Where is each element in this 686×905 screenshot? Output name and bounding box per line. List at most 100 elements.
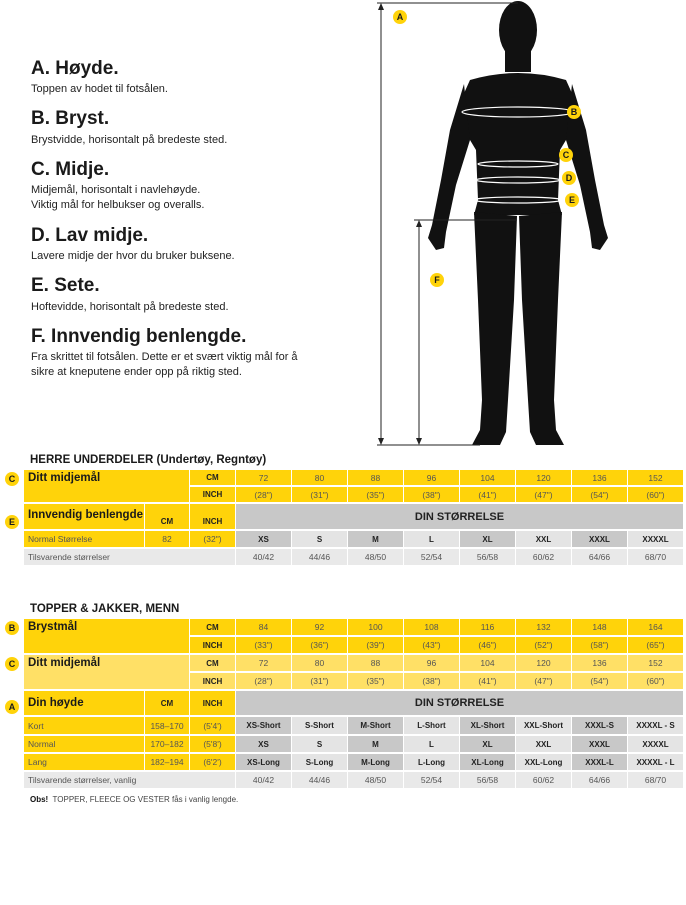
- bottoms-badge-c: C: [5, 472, 19, 486]
- equivalent-cell: 60/62: [516, 549, 572, 567]
- equivalent-cell: 52/54: [404, 549, 460, 567]
- equivalent-label: Tilsvarende størrelser, vanlig: [24, 772, 236, 790]
- footnote-bold: Obs!: [30, 795, 49, 804]
- waist-label: Ditt midjemål: [24, 655, 190, 691]
- row-label: Normal Størrelse: [24, 531, 145, 549]
- equivalent-cell: 48/50: [348, 772, 404, 790]
- size-cell: L-Long: [404, 754, 460, 772]
- waist-inch-cell: (35"): [348, 673, 404, 691]
- size-cell: XXXL-L: [572, 754, 628, 772]
- inch-label: INCH: [190, 487, 236, 504]
- size-cell: XL: [460, 736, 516, 754]
- waist-inch-cell: (47"): [516, 673, 572, 691]
- footnote: Obs! TOPPER, FLEECE OG VESTER fås i vanl…: [30, 795, 238, 804]
- waist-inch-cell: (54"): [572, 673, 628, 691]
- size-cell: XS-Long: [236, 754, 292, 772]
- chest-inch-cell: (52"): [516, 637, 572, 655]
- inch-label: INCH: [190, 691, 236, 717]
- chest-cm-cell: 108: [404, 619, 460, 637]
- measure-desc-waist: Midjemål, horisontalt i navlehøyde. Vikt…: [31, 184, 205, 211]
- tops-badge-b: B: [5, 621, 19, 635]
- waist-label: Ditt midjemål: [24, 470, 190, 504]
- waist-cm-cell: 136: [572, 470, 628, 487]
- chest-inch-cell: (46"): [460, 637, 516, 655]
- equivalent-cell: 64/66: [572, 772, 628, 790]
- chest-cm-cell: 148: [572, 619, 628, 637]
- figure-label-f: F: [430, 273, 444, 287]
- figure-label-d: D: [562, 171, 576, 185]
- measure-desc-low-waist: Lavere midje der hvor du bruker buksene.: [31, 250, 235, 262]
- size-cell: XXL-Short: [516, 717, 572, 736]
- equivalent-cell: 40/42: [236, 549, 292, 567]
- equivalent-label: Tilsvarende størrelser: [24, 549, 236, 567]
- measure-desc-inseam: Fra skrittet til fotsålen. Dette er et s…: [31, 351, 298, 378]
- waist-cm-cell: 152: [628, 655, 684, 673]
- body-silhouette: [428, 1, 608, 445]
- tops-badge-c: C: [5, 657, 19, 671]
- size-cell: XXL: [516, 531, 572, 549]
- waist-inch-cell: (41"): [460, 487, 516, 504]
- size-cell: M: [348, 531, 404, 549]
- figure-label-c: C: [559, 148, 573, 162]
- inch-label: INCH: [190, 637, 236, 655]
- height-inch-cell: (5'4'): [190, 717, 236, 736]
- bottoms-title: HERRE UNDERDELER (Undertøy, Regntøy): [30, 454, 267, 466]
- equivalent-cell: 68/70: [628, 549, 684, 567]
- size-cell: XXL: [516, 736, 572, 754]
- measure-title-waist: C. Midje.: [31, 159, 110, 180]
- waist-inch-cell: (38"): [404, 673, 460, 691]
- waist-cm-cell: 120: [516, 655, 572, 673]
- height-row-label: Lang: [24, 754, 145, 772]
- measurement-lines: [377, 2, 518, 446]
- size-cell: XS: [236, 531, 292, 549]
- chest-label: Brystmål: [24, 619, 190, 655]
- chest-cm-cell: 164: [628, 619, 684, 637]
- equivalent-cell: 44/46: [292, 549, 348, 567]
- waist-cm-cell: 96: [404, 655, 460, 673]
- size-cell: XXXXL - L: [628, 754, 684, 772]
- size-cell: L: [404, 736, 460, 754]
- height-row-label: Normal: [24, 736, 145, 754]
- height-cm-cell: 182–194: [145, 754, 190, 772]
- waist-inch-cell: (35"): [348, 487, 404, 504]
- cm-label: CM: [145, 504, 190, 531]
- waist-cm-cell: 88: [348, 470, 404, 487]
- tops-badge-a: A: [5, 700, 19, 714]
- chest-cm-cell: 84: [236, 619, 292, 637]
- cm-label: CM: [190, 470, 236, 487]
- waist-inch-cell: (38"): [404, 487, 460, 504]
- waist-inch-cell: (28"): [236, 487, 292, 504]
- chest-inch-cell: (65"): [628, 637, 684, 655]
- waist-inch-cell: (28"): [236, 673, 292, 691]
- figure-label-a: A: [393, 10, 407, 24]
- bottoms-size-table: Ditt midjemål CM INCH Innvendig benlengd…: [24, 470, 684, 567]
- waist-inch-cell: (31"): [292, 487, 348, 504]
- equivalent-cell: 48/50: [348, 549, 404, 567]
- size-cell: XL-Short: [460, 717, 516, 736]
- measure-desc-height: Toppen av hodet til fotsålen.: [31, 83, 168, 95]
- measure-title-seat: E. Sete.: [31, 275, 100, 296]
- size-cell: XXXXL: [628, 736, 684, 754]
- size-cell: XXXXL - S: [628, 717, 684, 736]
- inseam-inch: (32"): [190, 531, 236, 549]
- size-cell: XXXXL: [628, 531, 684, 549]
- size-cell: L: [404, 531, 460, 549]
- figure-label-e: E: [565, 193, 579, 207]
- measure-title-chest: B. Bryst.: [31, 108, 110, 129]
- waist-cm-cell: 120: [516, 470, 572, 487]
- size-cell: XS: [236, 736, 292, 754]
- chest-inch-cell: (36"): [292, 637, 348, 655]
- chest-cm-cell: 100: [348, 619, 404, 637]
- waist-cm-cell: 104: [460, 655, 516, 673]
- size-header: DIN STØRRELSE: [236, 691, 684, 717]
- waist-inch-cell: (54"): [572, 487, 628, 504]
- cm-label: CM: [145, 691, 190, 717]
- height-cm-cell: 158–170: [145, 717, 190, 736]
- figure-label-b: B: [567, 105, 581, 119]
- waist-inch-cell: (31"): [292, 673, 348, 691]
- size-cell: L-Short: [404, 717, 460, 736]
- measure-title-inseam: F. Innvendig benlengde.: [31, 326, 247, 347]
- chest-inch-cell: (43"): [404, 637, 460, 655]
- chest-cm-cell: 132: [516, 619, 572, 637]
- waist-cm-cell: 72: [236, 470, 292, 487]
